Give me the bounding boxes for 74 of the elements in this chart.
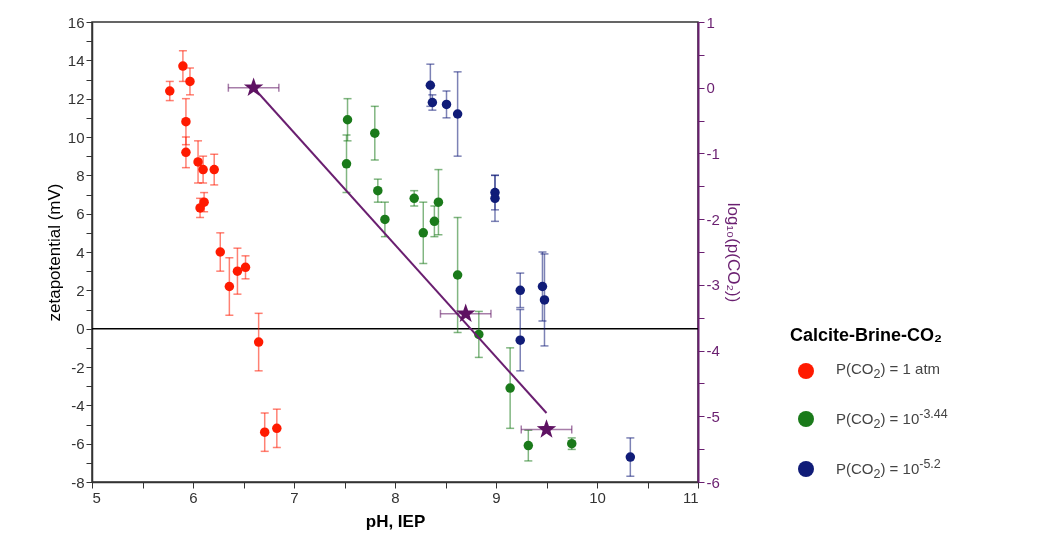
point bbox=[441, 99, 452, 110]
point bbox=[209, 164, 219, 175]
y2-tick-label: 0 bbox=[706, 79, 715, 97]
point bbox=[253, 337, 264, 347]
point bbox=[452, 270, 463, 280]
y-tick-label: 6 bbox=[76, 205, 85, 223]
point bbox=[409, 193, 419, 204]
point bbox=[342, 115, 353, 125]
point bbox=[165, 86, 175, 96]
y2-axis-title: log₁₀(p(CO₂)) bbox=[723, 202, 743, 303]
point bbox=[515, 285, 525, 296]
y-tick-label: -2 bbox=[71, 358, 85, 376]
x-tick-label: 11 bbox=[682, 488, 699, 506]
y-tick-label: -4 bbox=[71, 396, 85, 414]
point bbox=[418, 228, 429, 238]
point bbox=[373, 185, 383, 196]
y2-tick-label: 1 bbox=[706, 13, 715, 31]
x-tick-label: 5 bbox=[92, 488, 101, 506]
x-tick-label: 9 bbox=[492, 488, 501, 506]
y-tick-label: -6 bbox=[71, 435, 85, 453]
y2-tick-label: -6 bbox=[706, 473, 720, 491]
point bbox=[536, 419, 557, 438]
y2-tick-label: -2 bbox=[706, 210, 720, 228]
y-tick-label: 2 bbox=[76, 281, 85, 299]
point bbox=[370, 128, 380, 138]
point bbox=[433, 197, 444, 207]
y-tick-label: -8 bbox=[71, 473, 85, 491]
y2-tick-label: -5 bbox=[706, 407, 720, 425]
point bbox=[198, 164, 208, 175]
legend-label: P(CO$_{2}$) = 10$^{-5.2}$ bbox=[836, 457, 941, 481]
point bbox=[505, 383, 515, 393]
x-axis-title: pH, IEP bbox=[365, 511, 426, 531]
y2-tick-label: -4 bbox=[706, 342, 720, 360]
point bbox=[215, 247, 226, 257]
y-tick-label: 8 bbox=[76, 166, 85, 184]
point bbox=[195, 203, 205, 213]
point bbox=[232, 266, 243, 276]
point bbox=[224, 281, 235, 292]
y2-tick-label: -3 bbox=[706, 276, 720, 294]
point bbox=[455, 303, 476, 323]
point bbox=[625, 452, 636, 462]
y2-tick-label: -1 bbox=[706, 144, 720, 162]
legend-title: Calcite-Brine-CO₂ bbox=[790, 325, 944, 346]
point bbox=[539, 295, 550, 305]
point bbox=[341, 159, 352, 169]
point bbox=[178, 61, 188, 71]
point bbox=[515, 335, 525, 345]
x-tick-label: 8 bbox=[391, 488, 400, 506]
x-tick-label: 6 bbox=[189, 488, 198, 506]
y-tick-label: 0 bbox=[76, 320, 85, 338]
point bbox=[452, 109, 463, 119]
y-axis-title: zetapotential (mV) bbox=[44, 183, 64, 322]
legend-label: P(CO$_{2}$) = 10$^{-3.44}$ bbox=[836, 407, 948, 431]
point bbox=[537, 281, 548, 292]
point bbox=[193, 157, 203, 167]
point bbox=[272, 423, 282, 434]
point bbox=[185, 76, 195, 87]
point bbox=[380, 214, 390, 225]
point bbox=[425, 80, 436, 90]
point bbox=[181, 147, 191, 158]
y-tick-label: 4 bbox=[76, 243, 85, 261]
point bbox=[429, 216, 440, 227]
y-tick-label: 14 bbox=[67, 51, 85, 69]
point bbox=[181, 116, 191, 127]
point bbox=[523, 440, 534, 451]
y-tick-label: 10 bbox=[67, 128, 85, 146]
y-tick-label: 16 bbox=[67, 13, 85, 31]
legend-label: P(CO$_{2}$) = 1 atm bbox=[836, 360, 941, 381]
point bbox=[259, 427, 270, 437]
x-tick-label: 10 bbox=[589, 488, 606, 506]
y-tick-label: 12 bbox=[67, 90, 85, 108]
point bbox=[240, 262, 251, 273]
point bbox=[243, 77, 264, 96]
x-tick-label: 7 bbox=[290, 488, 299, 506]
